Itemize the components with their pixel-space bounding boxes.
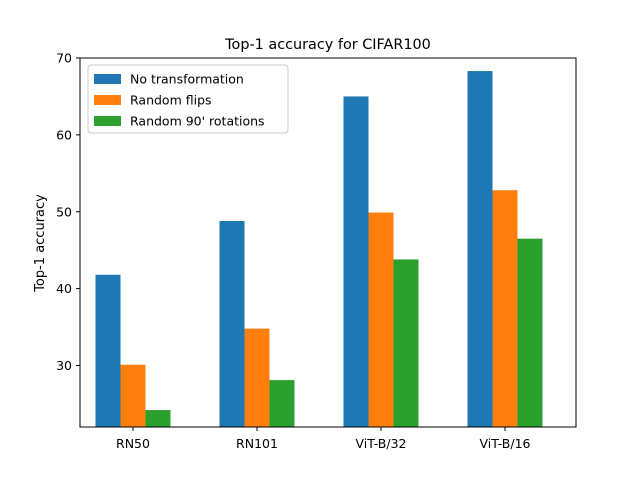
plot-frame: [79, 57, 577, 428]
legend-label: Random 90' rotations: [130, 114, 265, 129]
bars: [95, 71, 543, 427]
x-tick-label: ViT-B/32: [356, 436, 407, 451]
bar-random-90-rotations-rn101: [269, 380, 295, 427]
bar-no-transformation-vit-b-32: [343, 96, 369, 427]
x-tick-label: RN101: [236, 436, 278, 451]
bar-random-90-rotations-rn50: [145, 410, 171, 427]
legend: No transformation Random flips Random 90' …: [87, 64, 289, 134]
y-axis-label: Top-1 accuracy: [33, 194, 48, 293]
bar-no-transformation-rn50: [95, 274, 121, 427]
y-tick-label: 40: [56, 281, 72, 296]
bar-random-flips-vit-b-32: [368, 212, 394, 427]
x-axis: RN50 RN101 ViT-B/32 ViT-B/16: [116, 427, 531, 451]
legend-swatch: [94, 116, 121, 126]
bar-random-flips-vit-b-16: [492, 190, 518, 427]
legend-box: [87, 64, 289, 134]
y-tick-label: 30: [56, 358, 72, 373]
y-tick-label: 60: [56, 127, 72, 142]
legend-label: No transformation: [130, 72, 244, 87]
legend-swatch: [94, 95, 121, 105]
bar-random-flips-rn101: [244, 328, 270, 427]
bar-no-transformation-rn101: [219, 220, 245, 427]
legend-swatch: [94, 74, 121, 84]
bar-random-90-rotations-vit-b-32: [393, 259, 419, 427]
legend-label: Random flips: [130, 93, 212, 108]
bar-random-flips-rn50: [120, 364, 146, 427]
bar-no-transformation-vit-b-16: [467, 71, 493, 427]
y-axis: 30 40 50 60 70: [56, 51, 80, 373]
y-tick-label: 50: [56, 204, 72, 219]
x-tick-label: ViT-B/16: [480, 436, 531, 451]
y-tick-label: 70: [56, 51, 72, 66]
bar-random-90-rotations-vit-b-16: [517, 238, 543, 427]
x-tick-label: RN50: [116, 436, 150, 451]
chart-title: Top-1 accuracy for CIFAR100: [224, 37, 431, 53]
